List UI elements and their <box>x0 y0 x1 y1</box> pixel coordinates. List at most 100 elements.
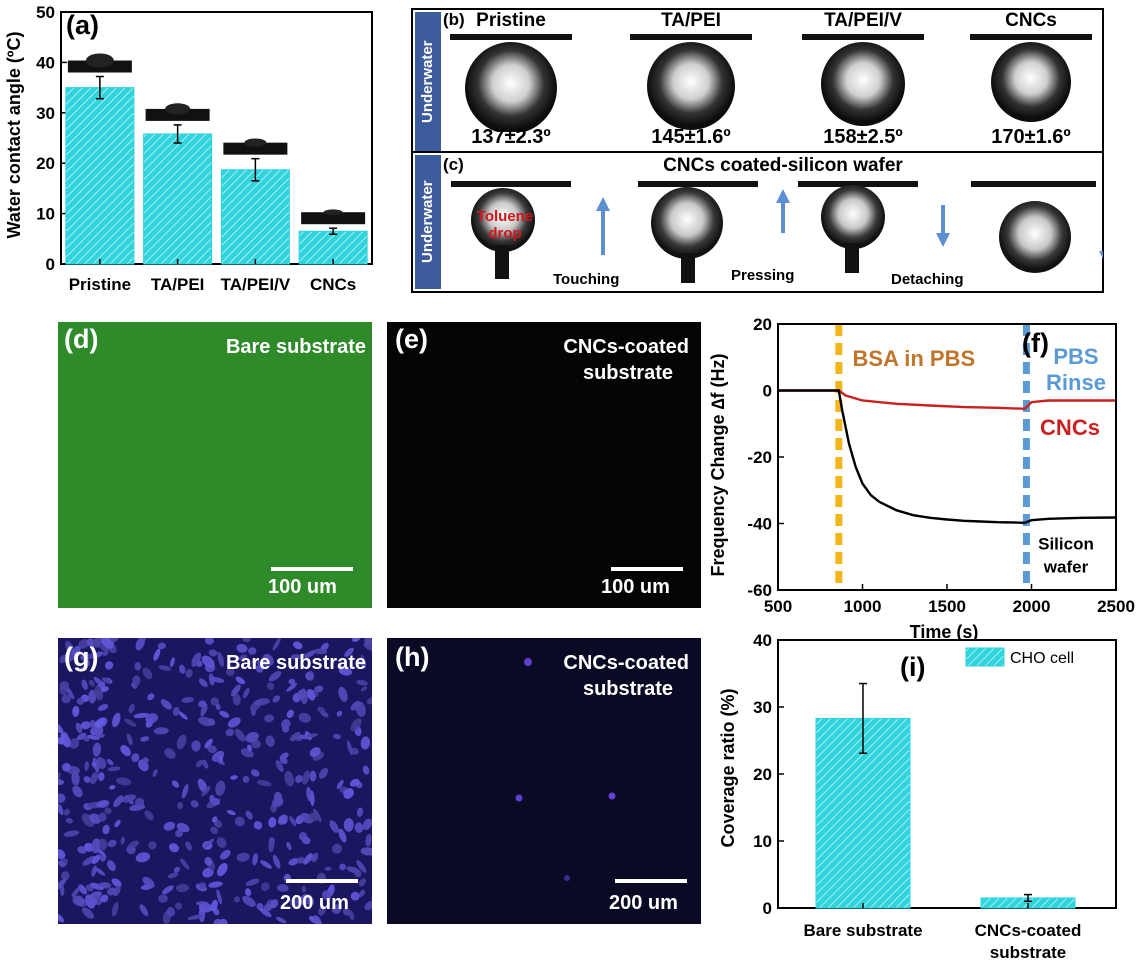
y-tick-label-f: -40 <box>747 515 772 534</box>
cell <box>140 736 150 742</box>
cell <box>298 712 311 723</box>
cell <box>124 718 137 727</box>
cell <box>95 733 105 739</box>
cell <box>109 785 116 790</box>
cell <box>311 852 319 863</box>
cell <box>254 698 270 706</box>
micrograph-e: (e) CNCs-coated substrate 100 um <box>387 322 701 608</box>
panel-e-label-1: CNCs-coated <box>563 336 689 358</box>
legend-label: CHO cell <box>1010 650 1074 667</box>
cell <box>128 703 135 714</box>
cell <box>78 666 86 672</box>
panel-f-xlabel: Time (s) <box>910 622 979 640</box>
cell <box>88 689 97 704</box>
cell <box>142 667 153 680</box>
cell <box>139 904 149 917</box>
series-line-silicon-wafer <box>778 389 1117 525</box>
panel-h-label-2: substrate <box>582 678 673 700</box>
cell <box>82 855 96 866</box>
cell <box>100 854 107 862</box>
cell <box>350 891 360 901</box>
cell <box>152 769 158 778</box>
scale-bar-e <box>611 567 683 571</box>
plot-frame-a <box>60 11 373 265</box>
cell <box>256 779 272 787</box>
cell <box>362 818 372 831</box>
cell <box>191 740 201 752</box>
cell <box>180 858 190 870</box>
cell <box>153 648 161 661</box>
cell <box>232 693 241 706</box>
cell <box>134 662 142 671</box>
cell <box>90 771 99 785</box>
cell <box>236 643 248 653</box>
y-tick-label-i: 20 <box>753 765 772 784</box>
cell <box>309 770 317 782</box>
panel-i-letter: (i) <box>900 652 925 682</box>
cell <box>207 745 217 753</box>
panel-g-label: Bare substrate <box>225 652 366 674</box>
cell <box>268 817 277 828</box>
cell <box>176 734 187 750</box>
cell <box>360 736 371 750</box>
cell <box>60 871 70 881</box>
cell <box>272 854 281 869</box>
panel-b-item-name: CNCs <box>1005 10 1057 31</box>
cell <box>215 780 226 796</box>
panel-c-side-label: Underwater <box>415 155 441 289</box>
cell <box>210 697 219 706</box>
cell <box>226 809 236 816</box>
cell <box>322 890 332 901</box>
cell <box>313 648 328 655</box>
cell <box>260 860 273 869</box>
cell <box>329 820 339 833</box>
cell <box>338 686 348 702</box>
cell <box>92 638 103 648</box>
cell <box>264 714 274 723</box>
droplet-shape <box>165 103 191 115</box>
panel-b-item-name: TA/PEI/V <box>824 10 902 31</box>
cell <box>102 824 110 835</box>
cell <box>185 841 193 851</box>
cell <box>104 807 112 815</box>
y-tick-label-a: 0 <box>46 255 55 274</box>
cell <box>111 902 119 917</box>
cell <box>88 898 98 909</box>
panel-c-step: Touching <box>553 271 620 288</box>
cell <box>93 676 105 687</box>
cell <box>58 793 66 803</box>
cell <box>82 652 91 666</box>
cell <box>153 727 169 735</box>
y-tick-label-a: 10 <box>36 205 55 224</box>
cell <box>114 819 121 828</box>
panel-c-letter: (c) <box>443 155 464 174</box>
cell <box>177 802 184 810</box>
cell <box>336 710 343 717</box>
cell <box>268 837 275 853</box>
cell <box>58 849 66 860</box>
cell <box>301 885 307 893</box>
y-tick-label-f: -60 <box>747 581 772 600</box>
x-tick-label-i: Bare substrate <box>803 921 922 940</box>
droplet-image <box>301 212 366 225</box>
cell <box>131 753 140 763</box>
cell <box>355 701 366 717</box>
rinse-annotation: Rinse <box>1046 370 1106 395</box>
cell <box>253 821 263 830</box>
cell <box>201 655 215 668</box>
scale-bar-d <box>271 567 353 571</box>
cell <box>115 777 132 786</box>
cell <box>91 838 101 854</box>
panel-b-letter: (b) <box>443 10 465 29</box>
panel-h-scale: 200 um <box>609 892 678 914</box>
cell <box>344 647 354 657</box>
cell <box>266 682 275 691</box>
cell <box>262 653 274 666</box>
cell <box>63 808 70 816</box>
cell <box>173 866 181 873</box>
y-tick-label-f: 0 <box>763 382 772 401</box>
cell <box>58 772 61 783</box>
sparse-cells <box>515 658 616 881</box>
bar-cncs <box>298 230 368 265</box>
panel-b-box: Underwater (b) Pristine 137±2.3º TA/PEI 145… <box>411 8 1104 155</box>
